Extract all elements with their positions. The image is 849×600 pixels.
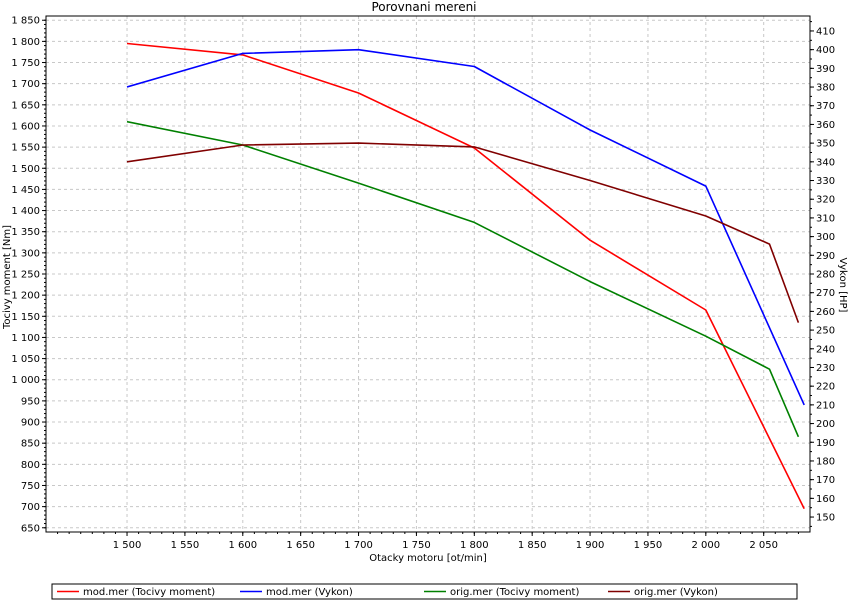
y-left-tick-label: 700 bbox=[21, 502, 40, 513]
y-right-tick-label: 390 bbox=[816, 64, 835, 75]
legend-entry: orig.mer (Tocivy moment) bbox=[450, 587, 579, 598]
x-tick-label: 1 850 bbox=[518, 540, 547, 551]
axes: 1 500 1 550 1 600 1 650 1 700 1 750 1 800 1 850… bbox=[11, 16, 835, 551]
series-line bbox=[126, 42, 805, 510]
series-lines bbox=[126, 42, 805, 510]
x-tick-label: 1 550 bbox=[171, 540, 200, 551]
x-tick-label: 1 600 bbox=[228, 540, 257, 551]
x-tick-label: 1 950 bbox=[634, 540, 663, 551]
y-left-tick-label: 1 650 bbox=[11, 100, 40, 111]
y-right-tick-label: 400 bbox=[816, 45, 835, 56]
y-left-tick-label: 1 000 bbox=[11, 375, 40, 386]
y-left-tick-label: 850 bbox=[21, 439, 40, 450]
y-left-tick-label: 1 750 bbox=[11, 58, 40, 69]
y-left-tick-label: 1 700 bbox=[11, 79, 40, 90]
y-left-tick-label: 1 100 bbox=[11, 333, 40, 344]
y-right-tick-label: 260 bbox=[816, 307, 835, 318]
x-tick-label: 1 900 bbox=[576, 540, 605, 551]
y-axis-right-label: Vykon [HP] bbox=[837, 258, 848, 313]
y-right-tick-label: 230 bbox=[816, 363, 835, 374]
legend-entry: orig.mer (Vykon) bbox=[634, 587, 718, 598]
y-left-tick-label: 1 300 bbox=[11, 248, 40, 259]
y-right-tick-label: 220 bbox=[816, 382, 835, 393]
y-left-tick-label: 1 400 bbox=[11, 206, 40, 217]
y-axis-left-label: Tocivy moment [Nm] bbox=[2, 225, 13, 330]
y-right-tick-label: 410 bbox=[816, 26, 835, 37]
y-left-tick-label: 900 bbox=[21, 418, 40, 429]
x-axis-label: Otacky motoru [ot/min] bbox=[369, 553, 487, 564]
series-line bbox=[126, 48, 805, 406]
y-right-tick-label: 310 bbox=[816, 213, 835, 224]
y-left-tick-label: 1 050 bbox=[11, 354, 40, 365]
y-left-tick-label: 1 350 bbox=[11, 227, 40, 238]
y-right-tick-label: 330 bbox=[816, 176, 835, 187]
y-right-tick-label: 190 bbox=[816, 438, 835, 449]
y-left-tick-label: 950 bbox=[21, 396, 40, 407]
x-tick-label: 1 650 bbox=[286, 540, 315, 551]
y-right-tick-label: 250 bbox=[816, 326, 835, 337]
y-right-tick-label: 180 bbox=[816, 456, 835, 467]
y-right-tick-label: 270 bbox=[816, 288, 835, 299]
y-right-tick-label: 170 bbox=[816, 475, 835, 486]
y-right-tick-label: 160 bbox=[816, 494, 835, 505]
y-left-tick-label: 1 800 bbox=[11, 37, 40, 48]
x-tick-label: 2 050 bbox=[749, 540, 778, 551]
x-tick-label: 1 500 bbox=[113, 540, 142, 551]
series-line bbox=[126, 142, 800, 323]
y-left-tick-label: 800 bbox=[21, 460, 40, 471]
y-left-tick-label: 1 450 bbox=[11, 185, 40, 196]
y-left-tick-label: 1 550 bbox=[11, 143, 40, 154]
y-right-tick-label: 340 bbox=[816, 157, 835, 168]
y-right-tick-label: 350 bbox=[816, 139, 835, 150]
y-right-tick-label: 300 bbox=[816, 232, 835, 243]
chart-title: Porovnani mereni bbox=[371, 0, 476, 14]
y-left-tick-label: 1 850 bbox=[11, 16, 40, 27]
y-right-tick-label: 200 bbox=[816, 419, 835, 430]
x-tick-label: 1 800 bbox=[460, 540, 489, 551]
y-right-tick-label: 370 bbox=[816, 101, 835, 112]
y-left-tick-label: 1 200 bbox=[11, 291, 40, 302]
legend-entry: mod.mer (Tocivy moment) bbox=[83, 587, 215, 598]
x-tick-label: 1 750 bbox=[402, 540, 431, 551]
x-tick-label: 1 700 bbox=[344, 540, 373, 551]
y-left-tick-label: 1 250 bbox=[11, 270, 40, 281]
y-left-tick-label: 1 500 bbox=[11, 164, 40, 175]
y-right-tick-label: 240 bbox=[816, 344, 835, 355]
y-right-tick-label: 380 bbox=[816, 83, 835, 94]
legend: mod.mer (Tocivy moment) mod.mer (Vykon) or… bbox=[57, 587, 718, 598]
y-right-tick-label: 360 bbox=[816, 120, 835, 131]
y-right-tick-label: 280 bbox=[816, 270, 835, 281]
y-right-tick-label: 290 bbox=[816, 251, 835, 262]
y-right-tick-label: 210 bbox=[816, 400, 835, 411]
series-line bbox=[126, 120, 800, 438]
y-left-tick-label: 650 bbox=[21, 523, 40, 534]
y-right-tick-label: 150 bbox=[816, 513, 835, 524]
y-left-tick-label: 1 600 bbox=[11, 121, 40, 132]
y-left-tick-label: 750 bbox=[21, 481, 40, 492]
y-left-tick-label: 1 150 bbox=[11, 312, 40, 323]
legend-entry: mod.mer (Vykon) bbox=[266, 587, 353, 598]
grid bbox=[46, 16, 810, 532]
x-tick-label: 2 000 bbox=[691, 540, 720, 551]
y-right-tick-label: 320 bbox=[816, 195, 835, 206]
